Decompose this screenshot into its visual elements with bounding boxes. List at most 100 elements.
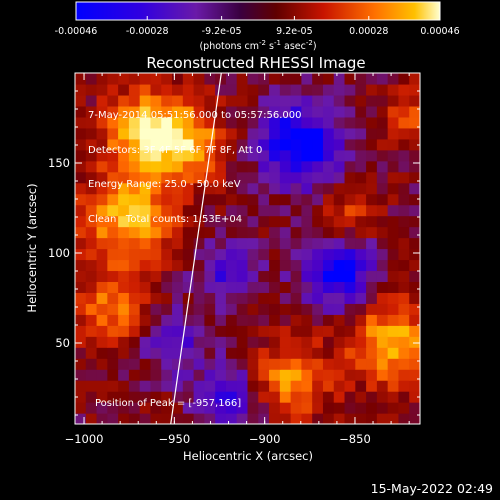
heatmap-cell (290, 171, 303, 184)
heatmap-cell (118, 314, 130, 326)
heatmap-cell (344, 347, 356, 359)
heatmap-cell (193, 369, 205, 381)
heatmap-cell (366, 347, 378, 359)
heatmap-cell (118, 182, 130, 195)
heatmap-cell (193, 160, 205, 173)
heatmap-cell (204, 237, 216, 250)
heatmap-cell (225, 215, 238, 228)
heatmap-cell (215, 358, 227, 370)
heatmap-cell (258, 303, 270, 315)
heatmap-cell (312, 380, 324, 392)
heatmap-cell (376, 237, 389, 250)
heatmap-cell (301, 215, 313, 228)
heatmap-cell (75, 149, 87, 162)
heatmap-cell (182, 314, 195, 326)
heatmap-cell (344, 325, 356, 337)
heatmap-cell (322, 270, 335, 283)
heatmap-cell (193, 402, 205, 414)
heatmap-cell (118, 347, 130, 359)
heatmap-cell (409, 182, 420, 195)
heatmap-cell (193, 413, 205, 424)
heatmap-cell (376, 347, 389, 359)
y-tick-label: 150 (48, 156, 70, 170)
heatmap-cell (161, 413, 173, 424)
heatmap-cell (312, 369, 324, 381)
heatmap-cell (236, 237, 249, 250)
heatmap-cell (107, 358, 119, 370)
heatmap-cell (182, 73, 195, 85)
heatmap-cell (258, 347, 270, 359)
heatmap-cell (409, 380, 420, 392)
heatmap-cell (247, 358, 259, 370)
heatmap-cell (139, 73, 152, 85)
heatmap-cell (376, 171, 389, 184)
heatmap-cell (258, 402, 270, 414)
heatmap-cell (215, 193, 227, 206)
heatmap-cell (247, 94, 259, 107)
heatmap-cell (96, 94, 108, 107)
heatmap-cell (96, 336, 108, 348)
colorbar-tick-label: 9.2e-05 (276, 26, 312, 37)
heatmap-cell (215, 314, 227, 326)
heatmap-cell (161, 171, 173, 184)
heatmap-cell (387, 237, 400, 250)
heatmap-cell (236, 402, 249, 414)
heatmap-cell (290, 402, 303, 414)
heatmap-cell (398, 138, 410, 151)
heatmap-cell (225, 369, 238, 381)
heatmap-cell (376, 127, 389, 140)
heatmap-cell (409, 73, 420, 85)
heatmap-cell (376, 83, 389, 96)
heatmap-cell (333, 292, 346, 304)
heatmap-cell (376, 413, 389, 424)
heatmap-cell (150, 380, 162, 392)
heatmap-cell (290, 73, 303, 85)
heatmap-cell (193, 303, 205, 315)
heatmap-cell (139, 171, 152, 184)
heatmap-cell (322, 248, 335, 261)
heatmap-cell (312, 314, 324, 326)
heatmap-cell (204, 380, 216, 392)
heatmap-cell (150, 292, 162, 304)
heatmap-cell (322, 226, 335, 239)
heatmap-cell (312, 292, 324, 304)
heatmap-cell (376, 248, 389, 261)
heatmap-cell (355, 105, 367, 118)
heatmap-cell (279, 226, 292, 239)
heatmap-cell (215, 391, 227, 403)
heatmap-cell (107, 149, 119, 162)
heatmap-cell (182, 171, 195, 184)
heatmap-cell (150, 193, 162, 206)
heatmap-cell (150, 116, 162, 129)
heatmap-cell (322, 391, 335, 403)
heatmap-cell (85, 292, 98, 304)
heatmap-cell (247, 347, 259, 359)
heatmap-cell (75, 204, 87, 217)
heatmap-cell (193, 314, 205, 326)
heatmap-cell (139, 303, 152, 315)
heatmap-cell (398, 149, 410, 162)
heatmap-cell (85, 171, 98, 184)
heatmap-cell (247, 325, 259, 337)
heatmap-cell (355, 83, 367, 96)
heatmap-cell (398, 73, 410, 85)
heatmap-cell (290, 94, 303, 107)
heatmap-cell (150, 94, 162, 107)
heatmap-cell (376, 259, 389, 272)
heatmap-cell (322, 105, 335, 118)
heatmap-cell (204, 204, 216, 217)
heatmap-cell (258, 182, 270, 195)
heatmap-cell (376, 94, 389, 107)
heatmap-cell (258, 127, 270, 140)
heatmap-cell (387, 281, 400, 293)
heatmap-cell (290, 358, 303, 370)
heatmap-cell (269, 259, 281, 272)
heatmap-cell (193, 215, 205, 228)
heatmap-cell (139, 336, 152, 348)
heatmap-cell (312, 391, 324, 403)
heatmap-cell (204, 281, 216, 293)
heatmap-cell (172, 237, 184, 250)
heatmap-cell (85, 325, 98, 337)
heatmap-cell (355, 358, 367, 370)
heatmap-cell (376, 314, 389, 326)
